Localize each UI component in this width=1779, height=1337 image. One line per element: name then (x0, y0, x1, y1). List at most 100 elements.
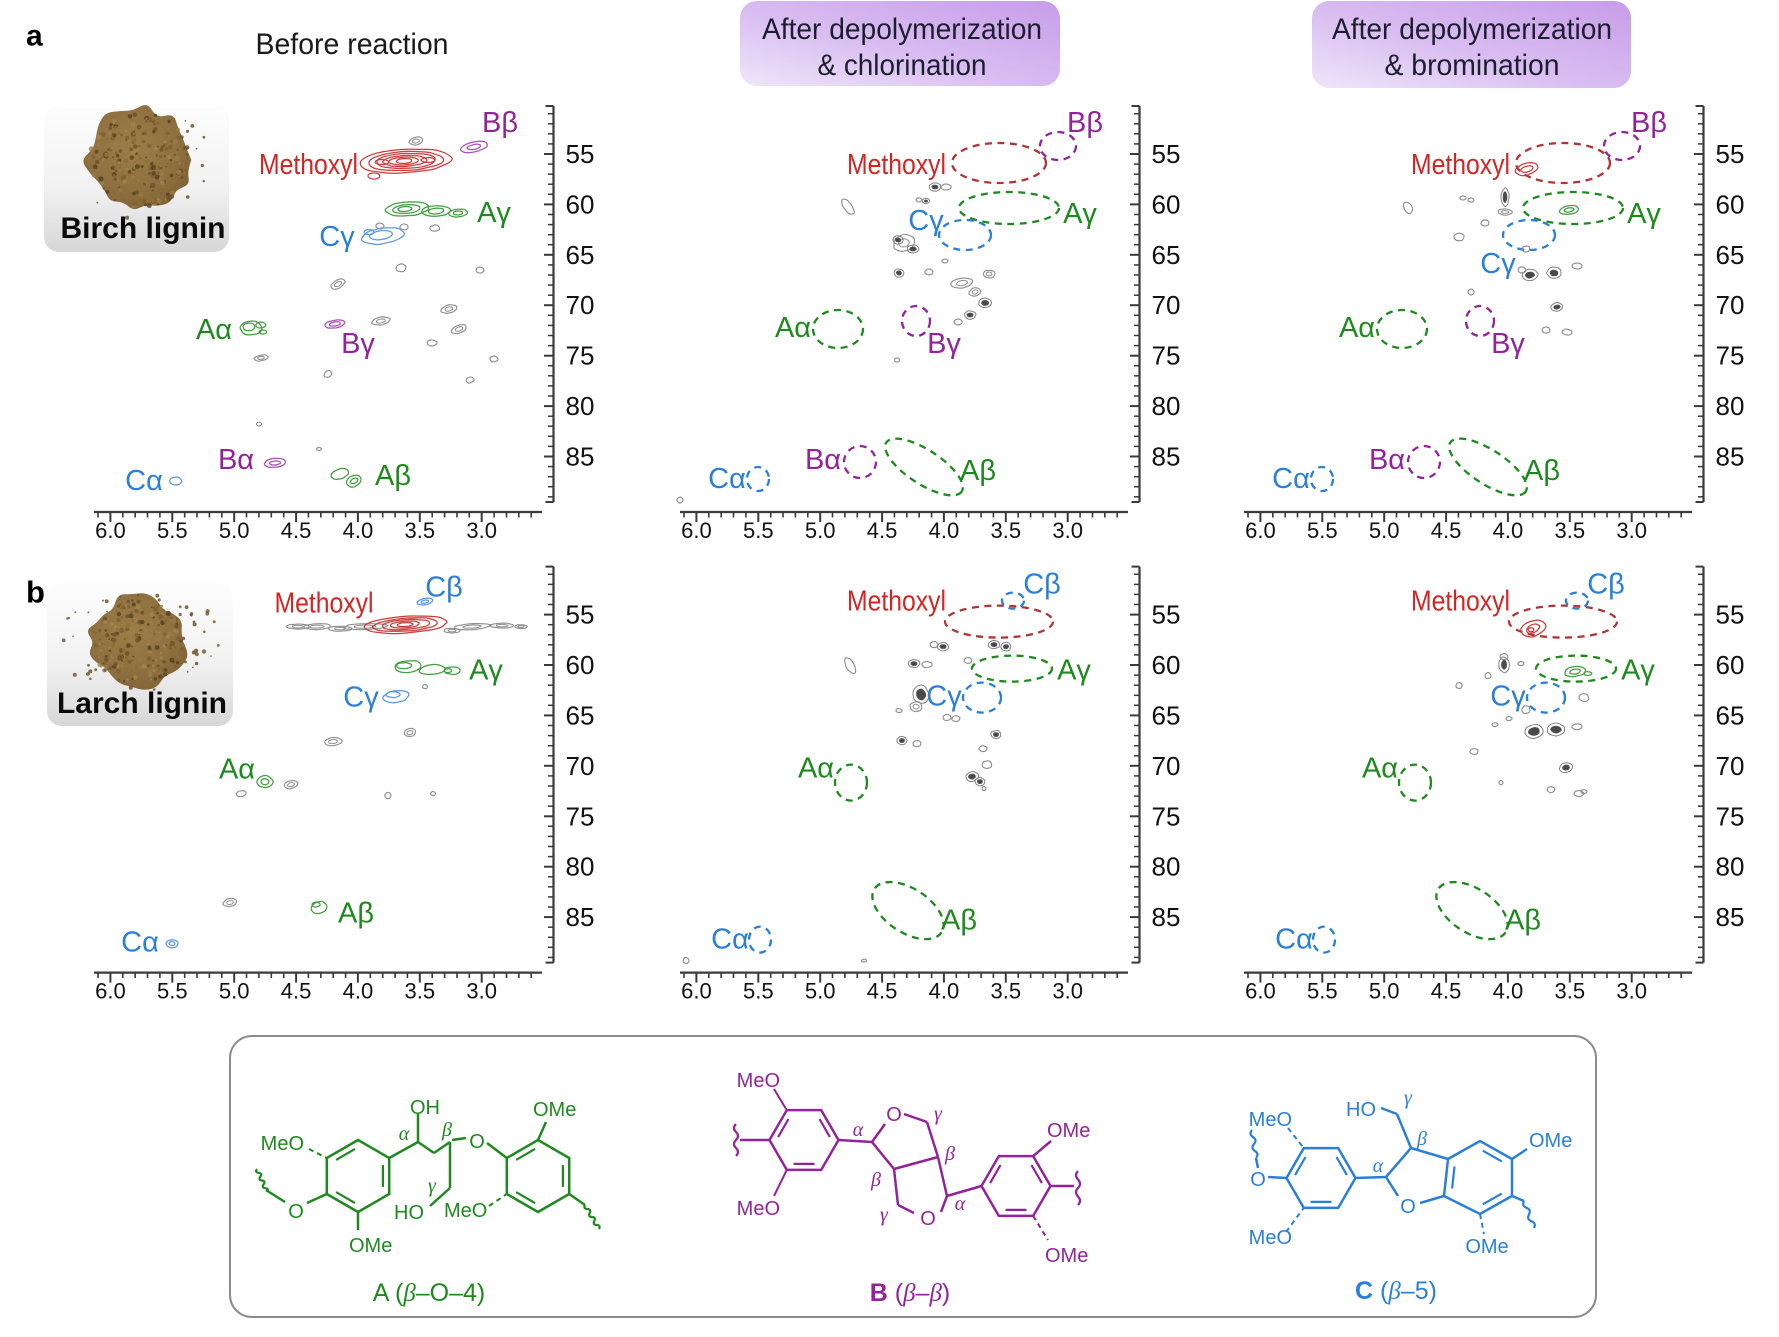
svg-text:5.5: 5.5 (157, 518, 188, 543)
svg-text:O: O (288, 1201, 304, 1223)
svg-text:55: 55 (566, 600, 595, 630)
svg-text:75: 75 (566, 341, 595, 371)
svg-text:OMe: OMe (1045, 1245, 1088, 1267)
svg-text:O: O (1400, 1196, 1416, 1218)
svg-text:α: α (955, 1193, 966, 1215)
svg-text:70: 70 (1152, 290, 1181, 320)
svg-text:80: 80 (1152, 391, 1181, 421)
svg-text:5.0: 5.0 (219, 518, 250, 543)
svg-text:70: 70 (566, 290, 595, 320)
svg-text:MeO: MeO (737, 1198, 780, 1220)
svg-text:65: 65 (566, 240, 595, 270)
svg-text:60: 60 (1716, 650, 1745, 680)
svg-text:3.5: 3.5 (405, 518, 436, 543)
svg-text:3.0: 3.0 (466, 518, 497, 543)
svg-text:OMe: OMe (533, 1099, 576, 1121)
svg-text:C (β–5): C (β–5) (1355, 1277, 1437, 1305)
svg-text:65: 65 (1152, 240, 1181, 270)
svg-text:65: 65 (1716, 700, 1745, 730)
svg-text:60: 60 (566, 650, 595, 680)
svg-text:γ: γ (880, 1204, 889, 1226)
svg-text:After depolymerization: After depolymerization (1332, 13, 1612, 46)
svg-text:A (β–O–4): A (β–O–4) (373, 1279, 486, 1307)
svg-text:6.0: 6.0 (1245, 979, 1276, 1004)
svg-text:After depolymerization: After depolymerization (762, 13, 1042, 46)
svg-text:Cγ: Cγ (343, 682, 379, 714)
svg-text:3.5: 3.5 (1555, 979, 1586, 1004)
svg-text:Aβ: Aβ (960, 455, 996, 487)
svg-text:& bromination: & bromination (1385, 49, 1560, 82)
svg-text:Birch lignin: Birch lignin (61, 212, 226, 245)
svg-text:55: 55 (1716, 600, 1745, 630)
svg-text:a: a (26, 20, 43, 53)
svg-text:85: 85 (1152, 902, 1181, 932)
svg-text:b: b (26, 575, 45, 610)
svg-text:3.0: 3.0 (466, 979, 497, 1004)
svg-text:Aγ: Aγ (477, 197, 511, 229)
svg-text:5.0: 5.0 (805, 979, 836, 1004)
svg-text:Cα: Cα (1275, 924, 1313, 956)
svg-text:6.0: 6.0 (681, 518, 712, 543)
svg-text:β: β (1416, 1128, 1427, 1150)
svg-text:Bγ: Bγ (341, 328, 375, 360)
svg-text:Aα: Aα (1362, 753, 1398, 785)
svg-text:6.0: 6.0 (1245, 518, 1276, 543)
svg-text:HO: HO (1346, 1099, 1376, 1121)
svg-text:55: 55 (1716, 139, 1745, 169)
svg-text:85: 85 (1152, 442, 1181, 472)
svg-text:5.0: 5.0 (805, 518, 836, 543)
svg-text:70: 70 (1716, 751, 1745, 781)
svg-text:Aα: Aα (798, 753, 834, 785)
svg-text:75: 75 (1716, 341, 1745, 371)
svg-text:65: 65 (566, 700, 595, 730)
svg-text:85: 85 (1716, 442, 1745, 472)
svg-text:Cα: Cα (1272, 463, 1310, 495)
svg-text:MeO: MeO (1249, 1227, 1292, 1249)
svg-text:Bα: Bα (218, 444, 254, 476)
svg-text:75: 75 (1716, 801, 1745, 831)
svg-text:Methoxyl: Methoxyl (259, 149, 358, 181)
svg-text:Aγ: Aγ (1621, 655, 1655, 687)
svg-text:Bα: Bα (1369, 444, 1405, 476)
svg-text:4.5: 4.5 (867, 979, 898, 1004)
svg-text:O: O (1250, 1169, 1266, 1191)
svg-text:α: α (1373, 1155, 1384, 1177)
svg-text:4.0: 4.0 (929, 979, 960, 1004)
svg-text:3.5: 3.5 (991, 518, 1022, 543)
svg-text:Aγ: Aγ (469, 655, 503, 687)
svg-text:MeO: MeO (261, 1133, 304, 1155)
svg-text:HO: HO (394, 1202, 424, 1224)
svg-text:5.0: 5.0 (219, 979, 250, 1004)
svg-text:Aγ: Aγ (1627, 198, 1661, 230)
svg-text:Cβ: Cβ (1587, 569, 1625, 601)
svg-text:Cγ: Cγ (1480, 248, 1516, 280)
svg-text:B (β–β): B (β–β) (870, 1279, 950, 1307)
svg-text:Aβ: Aβ (375, 460, 411, 492)
svg-text:75: 75 (1152, 801, 1181, 831)
svg-text:OMe: OMe (1047, 1120, 1090, 1142)
svg-text:Bβ: Bβ (1631, 107, 1667, 139)
svg-text:Aβ: Aβ (338, 898, 374, 930)
svg-text:Methoxyl: Methoxyl (847, 149, 946, 181)
svg-text:65: 65 (1716, 240, 1745, 270)
svg-text:60: 60 (1152, 189, 1181, 219)
svg-text:5.0: 5.0 (1369, 518, 1400, 543)
svg-text:60: 60 (1716, 189, 1745, 219)
svg-text:Aα: Aα (196, 314, 232, 346)
svg-text:γ: γ (934, 1103, 943, 1125)
svg-text:Aα: Aα (1339, 312, 1375, 344)
svg-text:4.5: 4.5 (281, 979, 312, 1004)
svg-text:3.0: 3.0 (1052, 518, 1083, 543)
svg-text:Cα: Cα (708, 463, 746, 495)
svg-text:65: 65 (1152, 700, 1181, 730)
svg-text:55: 55 (1152, 600, 1181, 630)
svg-text:Larch lignin: Larch lignin (57, 687, 227, 720)
svg-text:4.5: 4.5 (1431, 979, 1462, 1004)
svg-text:80: 80 (1152, 852, 1181, 882)
svg-text:Aγ: Aγ (1057, 655, 1091, 687)
svg-text:6.0: 6.0 (95, 518, 126, 543)
svg-text:5.5: 5.5 (157, 979, 188, 1004)
svg-text:O: O (886, 1104, 902, 1126)
svg-text:80: 80 (566, 391, 595, 421)
svg-text:Aα: Aα (219, 754, 255, 786)
